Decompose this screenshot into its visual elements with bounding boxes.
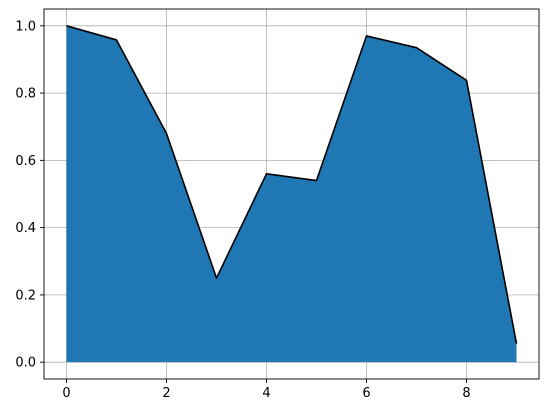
- y-tick-label: 0.0: [15, 356, 36, 371]
- y-tick-label: 0.6: [15, 154, 36, 169]
- y-tick-label: 0.4: [15, 221, 36, 236]
- y-axis-ticks: 0.0 0.2 0.4 0.6 0.8 1.0: [15, 19, 44, 370]
- x-tick-label: 6: [362, 386, 370, 401]
- y-tick-label: 1.0: [15, 19, 36, 34]
- x-tick-label: 8: [462, 386, 470, 401]
- y-tick-label: 0.8: [15, 87, 36, 102]
- x-tick-label: 2: [162, 386, 170, 401]
- area-series: [67, 26, 517, 362]
- area-fill: [67, 26, 517, 362]
- x-tick-label: 0: [62, 386, 70, 401]
- y-tick-label: 0.2: [15, 288, 36, 303]
- x-tick-label: 4: [262, 386, 270, 401]
- x-axis-ticks: 0 2 4 6 8: [62, 379, 470, 401]
